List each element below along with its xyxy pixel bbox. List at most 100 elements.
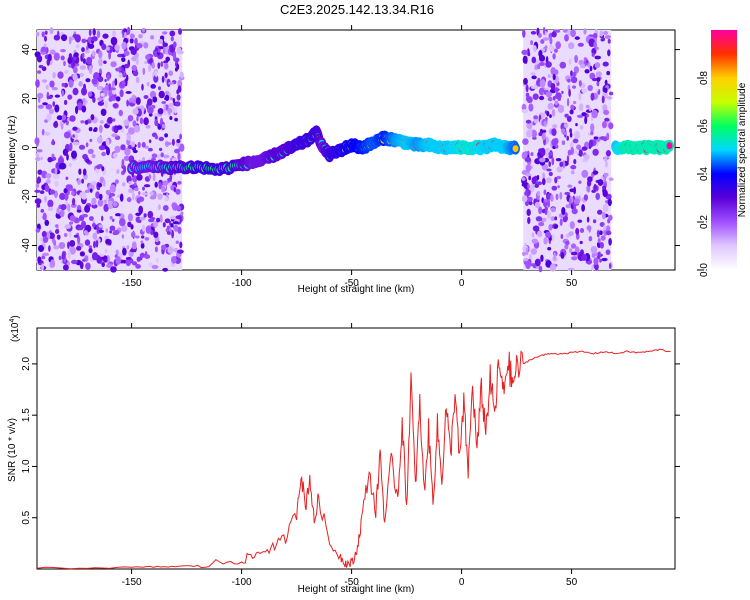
noise-speck: [585, 104, 590, 109]
noise-speck: [34, 189, 41, 193]
noise-speck: [538, 265, 543, 273]
noise-speck: [84, 239, 91, 246]
noise-speck: [46, 95, 53, 100]
noise-speck: [566, 155, 570, 163]
noise-speck: [161, 244, 167, 250]
noise-speck: [535, 216, 543, 222]
noise-speck: [177, 249, 184, 254]
noise-speck: [174, 67, 178, 72]
noise-speck: [52, 156, 57, 161]
noise-speck: [93, 127, 98, 132]
noise-speck: [532, 93, 539, 100]
noise-speck: [49, 49, 56, 55]
noise-speck: [126, 245, 130, 250]
noise-speck: [554, 100, 559, 106]
noise-speck: [44, 35, 47, 42]
noise-speck: [579, 125, 584, 130]
noise-speck: [96, 226, 100, 235]
noise-speck: [172, 97, 176, 104]
noise-speck: [584, 69, 590, 74]
noise-speck: [102, 33, 109, 39]
noise-speck: [132, 70, 139, 77]
noise-speck: [564, 191, 571, 196]
noise-speck: [536, 63, 541, 70]
noise-speck: [63, 99, 68, 105]
noise-speck: [602, 185, 607, 190]
noise-speck: [161, 75, 165, 83]
noise-speck: [115, 96, 121, 102]
noise-speck: [180, 211, 184, 216]
noise-speck: [566, 115, 572, 122]
noise-speck: [163, 103, 166, 112]
noise-speck: [166, 231, 171, 235]
noise-speck: [67, 241, 70, 249]
noise-speck: [589, 72, 596, 80]
noise-speck: [580, 63, 586, 69]
noise-speck: [177, 152, 181, 161]
x-tick-label: -150: [122, 577, 142, 588]
noise-speck: [593, 41, 597, 49]
noise-speck: [174, 117, 179, 122]
noise-speck: [175, 240, 179, 244]
noise-speck: [136, 43, 143, 49]
noise-speck: [521, 109, 529, 114]
noise-speck: [69, 215, 76, 222]
noise-speck: [143, 184, 151, 188]
noise-speck: [139, 216, 146, 221]
noise-speck: [132, 192, 135, 201]
noise-speck: [551, 138, 558, 147]
noise-speck: [68, 79, 74, 88]
noise-speck: [67, 203, 71, 212]
noise-speck: [164, 218, 171, 224]
noise-speck: [530, 248, 537, 255]
noise-speck: [61, 90, 65, 97]
noise-speck: [149, 191, 154, 196]
y-tick-label: 0.5: [21, 510, 32, 524]
noise-speck: [563, 123, 569, 129]
noise-speck: [147, 147, 153, 152]
noise-speck: [164, 90, 170, 95]
noise-speck: [101, 215, 104, 222]
noise-speck: [603, 224, 607, 231]
noise-speck: [545, 148, 551, 152]
noise-speck: [581, 254, 588, 261]
noise-speck: [107, 116, 113, 124]
noise-speck: [126, 197, 132, 202]
noise-speck: [60, 49, 66, 53]
noise-speck: [523, 77, 528, 85]
noise-speck: [141, 235, 145, 239]
noise-speck: [39, 190, 45, 195]
snr-x-label: Height of straight line (km): [298, 584, 415, 595]
noise-speck: [554, 87, 559, 93]
noise-speck: [112, 30, 116, 37]
noise-speck: [176, 94, 181, 101]
colorbar-tick-label: 0.2: [699, 215, 710, 229]
noise-speck: [79, 251, 85, 257]
noise-speck: [111, 133, 118, 138]
noise-speck: [601, 95, 605, 104]
noise-speck: [569, 109, 574, 115]
noise-speck: [74, 34, 81, 43]
noise-speck: [99, 120, 104, 124]
noise-speck: [145, 225, 152, 234]
noise-speck: [126, 133, 131, 141]
noise-speck: [112, 118, 116, 122]
noise-speck: [41, 263, 44, 271]
noise-speck: [553, 224, 558, 229]
noise-speck: [540, 254, 544, 262]
noise-speck: [591, 52, 595, 57]
noise-speck: [109, 230, 113, 234]
noise-speck: [601, 211, 606, 220]
noise-speck: [123, 63, 130, 69]
noise-speck: [578, 103, 584, 112]
noise-speck: [532, 45, 537, 53]
noise-speck: [548, 45, 555, 52]
noise-speck: [596, 80, 600, 87]
noise-speck: [42, 236, 49, 244]
noise-speck: [120, 144, 126, 151]
colorbar-tick-label: 0.4: [699, 167, 710, 181]
noise-speck: [164, 197, 168, 202]
noise-speck: [50, 259, 56, 268]
noise-speck: [170, 97, 174, 101]
noise-speck: [144, 60, 148, 65]
